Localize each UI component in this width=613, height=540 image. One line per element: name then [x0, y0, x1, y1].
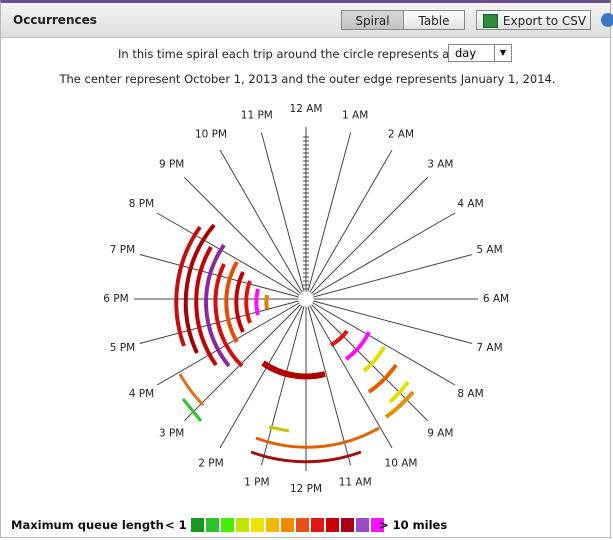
- hour-label: 7 AM: [476, 342, 502, 354]
- legend-swatch: [341, 518, 354, 532]
- dropdown-arrow[interactable]: ▼: [494, 45, 511, 61]
- hour-label: 9 AM: [427, 427, 453, 439]
- table-button[interactable]: Table: [403, 10, 465, 30]
- range-line: The center represent October 1, 2013 and…: [59, 72, 556, 86]
- hour-label: 9 PM: [159, 159, 184, 171]
- legend-swatch: [326, 518, 339, 532]
- hour-spoke: [305, 132, 351, 300]
- hour-label: 6 PM: [103, 293, 128, 305]
- spiral-center: [297, 290, 315, 308]
- time-spiral: 12 AM 1 AM 2 AM 3 AM 4 AM 5 AM 6 AM 7 AM 8 AM 9 A…: [103, 103, 509, 495]
- spiral-button[interactable]: Spiral: [341, 10, 404, 30]
- hour-spoke: [305, 298, 393, 449]
- legend-swatch: [296, 518, 309, 532]
- hour-spoke: [184, 298, 307, 421]
- hour-label: 10 AM: [385, 458, 418, 470]
- legend-low: < 1: [165, 518, 187, 532]
- legend-swatch: [266, 518, 279, 532]
- legend-swatch: [236, 518, 249, 532]
- legend-swatch: [206, 518, 219, 532]
- hour-spoke: [305, 298, 428, 421]
- hour-label: 8 PM: [129, 198, 154, 210]
- hour-spoke: [139, 254, 307, 300]
- hour-spoke: [219, 149, 307, 300]
- export-label: Export to CSV: [502, 14, 587, 28]
- hour-spoke: [305, 212, 456, 300]
- hour-label: 5 PM: [110, 342, 135, 354]
- period-value: day: [455, 46, 477, 60]
- legend-title: Maximum queue length: [11, 518, 164, 532]
- legend-swatch: [281, 518, 294, 532]
- hour-spoke: [139, 298, 307, 344]
- hour-label: 4 AM: [457, 198, 483, 210]
- panel-header: Occurrences Spiral Table Export to CSV: [1, 3, 613, 38]
- hour-label: 2 AM: [388, 128, 414, 140]
- legend-swatch: [311, 518, 324, 532]
- legend-swatches: [191, 517, 386, 532]
- hour-spoke: [305, 177, 428, 300]
- hour-label: 12 PM: [290, 483, 322, 495]
- hour-spoke: [305, 254, 473, 300]
- hour-spoke: [305, 298, 456, 386]
- hour-label: 7 PM: [110, 244, 135, 256]
- hour-spoke: [156, 298, 307, 386]
- hour-label: 10 PM: [195, 128, 227, 140]
- csv-icon: [483, 14, 498, 28]
- description-line: In this time spiral each trip around the…: [118, 47, 450, 61]
- hour-label: 3 AM: [427, 159, 453, 171]
- hour-label: 1 AM: [342, 109, 368, 121]
- hour-label: 3 PM: [159, 427, 184, 439]
- info-icon[interactable]: [601, 13, 613, 27]
- hour-label: 11 PM: [241, 109, 273, 121]
- panel-title: Occurrences: [13, 13, 97, 27]
- hour-spoke: [261, 298, 307, 466]
- hour-label: 11 AM: [339, 477, 372, 489]
- hour-spoke: [305, 149, 393, 300]
- export-csv-button[interactable]: Export to CSV: [476, 10, 591, 30]
- legend-swatch: [251, 518, 264, 532]
- hour-label: 6 AM: [483, 293, 509, 305]
- occurrence-arcs: [174, 223, 415, 464]
- hour-label: 2 PM: [198, 458, 223, 470]
- hour-label: 4 PM: [129, 388, 154, 400]
- hour-spoke: [261, 132, 307, 300]
- hour-spoke: [305, 298, 473, 344]
- hour-spoke: [184, 177, 307, 300]
- legend-swatch: [356, 518, 369, 532]
- hour-label: 8 AM: [457, 388, 483, 400]
- hour-spoke: [219, 298, 307, 449]
- hour-spoke: [156, 212, 307, 300]
- legend-swatch: [221, 518, 234, 532]
- hour-spoke: [305, 298, 351, 466]
- legend-high: > 10 miles: [379, 518, 448, 532]
- hour-label: 5 AM: [476, 244, 502, 256]
- hour-label: 12 AM: [290, 103, 323, 115]
- legend-swatch: [371, 518, 384, 532]
- hour-label: 1 PM: [244, 477, 269, 489]
- legend-swatch: [191, 518, 204, 532]
- period-dropdown[interactable]: day ▼: [448, 44, 512, 62]
